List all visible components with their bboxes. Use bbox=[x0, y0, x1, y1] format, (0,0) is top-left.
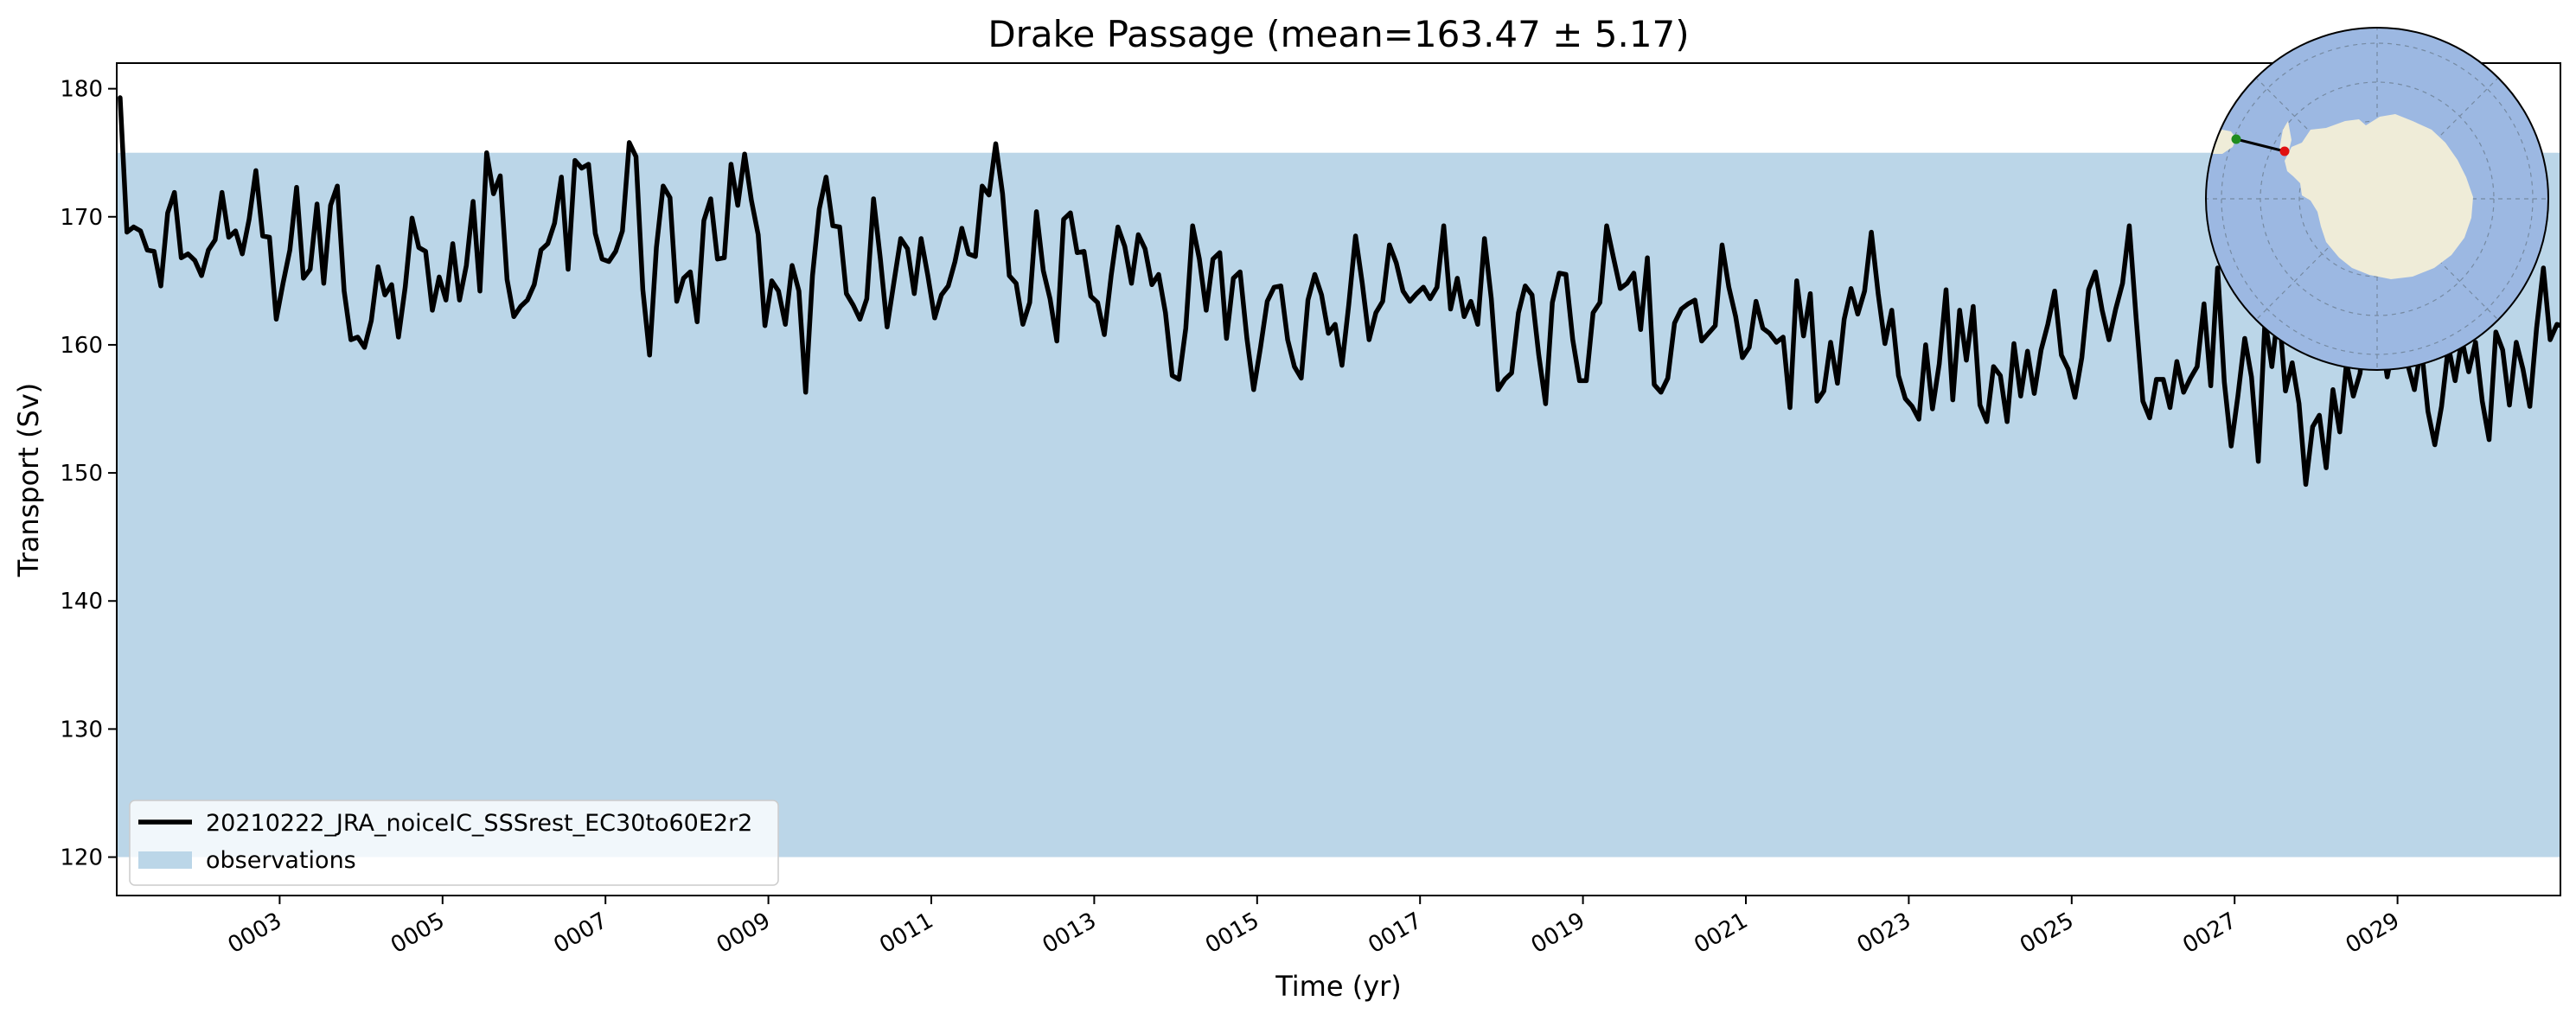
x-tick-label: 0025 bbox=[2016, 908, 2078, 959]
antarctica-landmass bbox=[2285, 114, 2473, 279]
transport-series-line bbox=[118, 95, 2560, 488]
antarctic-peninsula bbox=[2279, 121, 2292, 154]
y-tick-label: 150 bbox=[60, 461, 103, 487]
observations-band bbox=[117, 152, 2560, 857]
x-tick-label: 0017 bbox=[1364, 908, 1426, 959]
y-axis-label: Transport (Sv) bbox=[12, 383, 45, 578]
x-tick-label: 0027 bbox=[2178, 908, 2240, 959]
x-tick-label: 0009 bbox=[713, 908, 775, 959]
legend-label-series: 20210222_JRA_noiceIC_SSSrest_EC30to60E2r… bbox=[206, 810, 752, 837]
x-tick-label: 0003 bbox=[224, 908, 286, 959]
y-axis: 120 130 140 150 160 170 180 bbox=[60, 77, 117, 871]
x-tick-label: 0007 bbox=[549, 908, 611, 959]
plot-frame bbox=[116, 62, 2561, 896]
transect-start-point bbox=[2231, 134, 2241, 144]
map-inset bbox=[2205, 27, 2549, 371]
legend-label-observations: observations bbox=[206, 847, 356, 874]
x-tick-label: 0005 bbox=[387, 908, 449, 959]
x-tick-label: 0019 bbox=[1527, 908, 1589, 959]
legend-band-swatch bbox=[138, 851, 192, 869]
y-tick-label: 180 bbox=[60, 77, 103, 103]
legend-box bbox=[129, 800, 779, 886]
y-tick-label: 160 bbox=[60, 333, 103, 359]
y-tick-label: 140 bbox=[60, 589, 103, 615]
transect-end-point bbox=[2279, 146, 2290, 156]
x-tick-label: 0023 bbox=[1853, 908, 1915, 959]
x-axis: 0003 0005 0007 0009 0011 0013 0015 0017 0019 0021… bbox=[224, 896, 2404, 959]
x-tick-label: 0011 bbox=[875, 908, 937, 959]
drake-passage-transect bbox=[2235, 137, 2285, 153]
chart-title: Drake Passage (mean=163.47 ± 5.17) bbox=[988, 13, 1689, 55]
y-tick-label: 170 bbox=[60, 205, 103, 231]
legend: 20210222_JRA_noiceIC_SSSrest_EC30to60E2r… bbox=[129, 800, 779, 886]
x-axis-label: Time (yr) bbox=[1275, 970, 1402, 1003]
y-tick-label: 120 bbox=[60, 845, 103, 871]
map-border bbox=[2205, 27, 2549, 371]
x-tick-label: 0029 bbox=[2342, 908, 2404, 959]
x-tick-label: 0015 bbox=[1201, 908, 1263, 959]
y-tick-label: 130 bbox=[60, 717, 103, 743]
x-tick-label: 0021 bbox=[1690, 908, 1752, 959]
x-tick-label: 0013 bbox=[1039, 908, 1101, 959]
